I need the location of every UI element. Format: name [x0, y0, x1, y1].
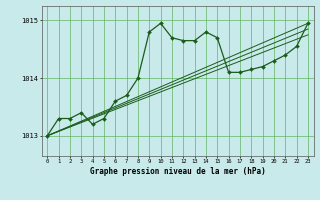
- X-axis label: Graphe pression niveau de la mer (hPa): Graphe pression niveau de la mer (hPa): [90, 167, 266, 176]
